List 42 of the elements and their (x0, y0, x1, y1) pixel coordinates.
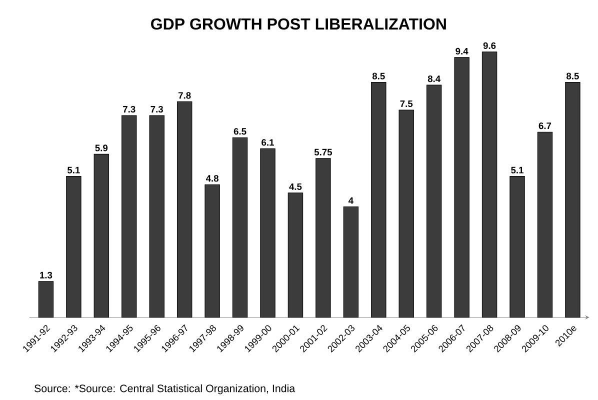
bar (288, 192, 304, 318)
source-note: Source: *Source: Central Statistical Organization, India (34, 384, 296, 394)
data-label: 5.75 (314, 148, 332, 156)
data-label: 1.3 (40, 272, 52, 278)
bar (122, 115, 137, 318)
data-label: 5.1 (511, 166, 524, 174)
data-label: 7.3 (123, 106, 136, 113)
bar (94, 154, 110, 318)
bar (260, 148, 276, 318)
bar (454, 57, 470, 318)
bar (371, 82, 386, 318)
data-label: 5.9 (95, 144, 108, 152)
data-label: 6.1 (262, 139, 274, 146)
data-label: 4 (348, 197, 354, 204)
bar (398, 110, 414, 318)
data-label: 8.5 (372, 72, 385, 80)
bar (149, 115, 164, 318)
bar (204, 184, 220, 318)
data-label: 4.8 (206, 175, 218, 182)
data-label: 9.6 (483, 42, 496, 49)
bar (537, 132, 553, 318)
bar (66, 176, 82, 318)
chart-title: GDP GROWTH POST LIBERALIZATION (151, 18, 446, 30)
bar (232, 137, 248, 318)
data-label: 7.5 (400, 100, 413, 108)
bar (38, 281, 54, 318)
bar (176, 101, 192, 318)
data-label: 9.4 (456, 48, 468, 54)
data-label: 8.5 (566, 72, 579, 80)
bar (316, 158, 331, 318)
bar (343, 206, 359, 318)
data-label: 5.1 (68, 166, 80, 174)
bar (482, 52, 498, 318)
data-label: 7.3 (150, 106, 164, 113)
bar (426, 84, 442, 318)
data-label: 6.5 (234, 128, 246, 135)
bar (565, 82, 580, 318)
data-label: 6.7 (538, 122, 552, 130)
data-label: 7.8 (178, 92, 191, 99)
data-label: 4.5 (289, 183, 302, 190)
bar (510, 176, 525, 318)
data-label: 8.4 (428, 76, 441, 82)
